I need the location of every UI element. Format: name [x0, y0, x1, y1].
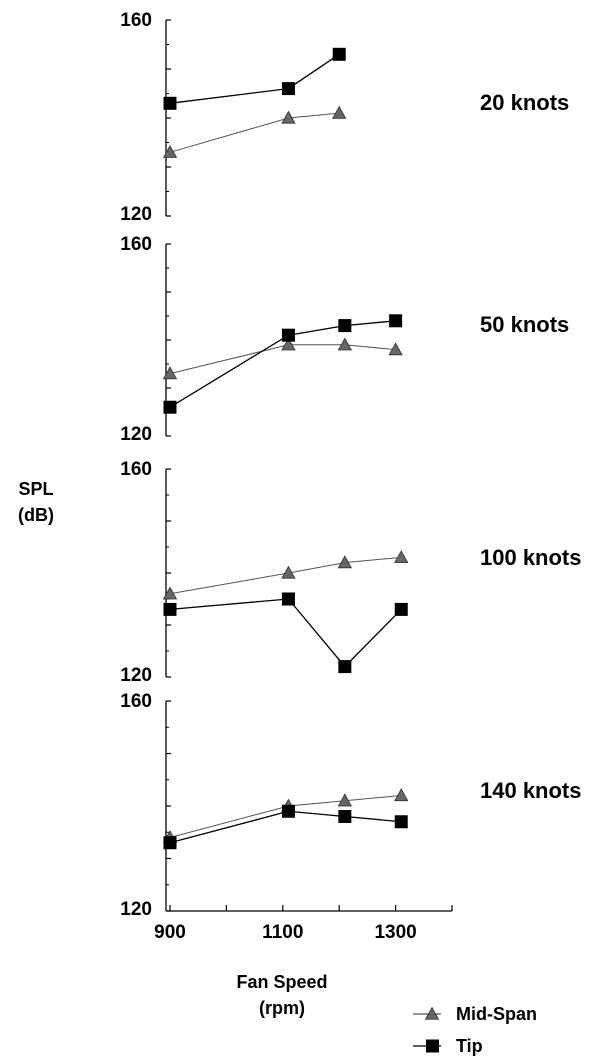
- data-point-mid-span: [394, 550, 409, 563]
- data-point-mid-span: [162, 366, 178, 380]
- panel-label: 140 knots: [480, 778, 582, 803]
- series-line-mid-span: [169, 556, 402, 595]
- panel-2: 160 120 50 knots: [120, 234, 569, 445]
- data-point-mid-span: [162, 586, 178, 600]
- data-point-mid-span: [332, 105, 347, 119]
- legend-label-tip: Tip: [456, 1036, 483, 1056]
- panel-label: 20 knots: [480, 90, 569, 115]
- y-axis-title: SPL: [18, 479, 53, 499]
- y-tick-label: 160: [120, 459, 152, 480]
- panel-label: 100 knots: [480, 545, 582, 570]
- y-tick-label: 160: [120, 234, 152, 255]
- legend-marker-tip: [426, 1039, 439, 1053]
- legend-label-mid-span: Mid-Span: [456, 1004, 537, 1024]
- data-point-tip: [163, 96, 177, 110]
- x-tick-label: 1300: [374, 922, 416, 943]
- data-point-tip: [389, 314, 403, 328]
- y-tick-label: 120: [120, 424, 152, 445]
- data-point-mid-span: [281, 337, 296, 351]
- data-point-tip: [338, 319, 352, 333]
- data-point-tip: [163, 836, 177, 850]
- series-line-tip: [169, 810, 402, 844]
- panels-layer: 160 120 20 knots 160 120 50 knots 160 120 100 kn…: [120, 10, 581, 920]
- x-axis-unit: (rpm): [259, 998, 305, 1018]
- data-point-tip: [163, 602, 177, 616]
- y-tick-label: 120: [120, 665, 152, 686]
- series-line-tip: [169, 53, 340, 104]
- x-tick-label: 1100: [262, 922, 303, 943]
- y-tick-label: 160: [120, 691, 152, 712]
- data-point-tip: [338, 810, 352, 823]
- data-point-tip: [281, 82, 295, 96]
- panel-3: 160 120 100 knots: [120, 459, 581, 686]
- data-point-tip: [338, 660, 352, 674]
- legend-marker-mid-span: [424, 1006, 440, 1020]
- data-point-mid-span: [162, 144, 178, 158]
- x-axis-tick-labels: 900 1100 1300: [154, 905, 453, 943]
- data-point-mid-span: [337, 555, 353, 569]
- y-tick-label: 160: [120, 10, 152, 31]
- series-line-mid-span: [169, 112, 340, 153]
- y-axis-unit: (dB): [18, 505, 54, 525]
- data-point-mid-span: [388, 342, 403, 356]
- data-point-tip: [394, 602, 408, 616]
- data-point-tip: [281, 328, 295, 342]
- x-tick-label: 900: [154, 922, 186, 943]
- series-line-tip: [169, 598, 402, 668]
- y-tick-label: 120: [120, 899, 152, 920]
- data-point-tip: [281, 592, 295, 606]
- panel-label: 50 knots: [480, 312, 569, 337]
- x-axis-title: Fan Speed: [236, 972, 327, 992]
- legend: Mid-Span Tip: [413, 1004, 537, 1056]
- data-point-mid-span: [281, 110, 296, 124]
- data-point-mid-span: [337, 337, 353, 351]
- data-point-mid-span: [394, 788, 409, 802]
- data-point-tip: [281, 804, 295, 818]
- panel-1: 160 120 20 knots: [120, 10, 569, 225]
- data-point-mid-span: [281, 565, 296, 579]
- series-line-mid-span: [169, 344, 396, 375]
- data-point-tip: [332, 47, 346, 61]
- panel-4: 160 120 140 knots: [120, 691, 581, 920]
- data-point-mid-span: [337, 793, 353, 807]
- data-point-tip: [394, 815, 408, 829]
- series-line-tip: [169, 320, 396, 408]
- y-tick-label: 120: [120, 204, 152, 225]
- data-point-tip: [163, 400, 177, 414]
- series-line-mid-span: [169, 795, 402, 838]
